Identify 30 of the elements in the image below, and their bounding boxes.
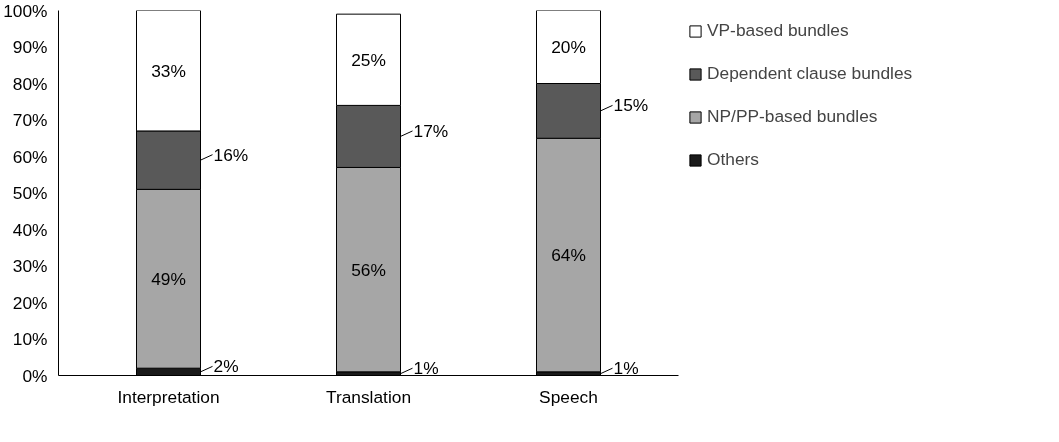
y-tick-label: 30% — [12, 256, 48, 276]
data-label: 56% — [351, 259, 386, 280]
data-label: 49% — [151, 268, 186, 289]
x-tick-label: Translation — [325, 386, 412, 407]
legend-label: Others — [707, 149, 760, 170]
y-tick-label: 10% — [12, 329, 48, 349]
data-label: 1% — [413, 358, 439, 379]
data-label: 20% — [551, 37, 586, 57]
data-label: 1% — [613, 358, 639, 379]
y-tick-label: 40% — [12, 219, 48, 240]
y-tick-label: 70% — [12, 110, 48, 130]
x-tick-label: Speech — [539, 386, 598, 407]
y-tick-label: 50% — [12, 183, 48, 203]
legend-label: Dependent clause bundles — [707, 63, 913, 84]
y-tick-label: 60% — [12, 146, 48, 167]
y-tick-label: 90% — [12, 37, 48, 57]
legend-label: NP/PP-based bundles — [707, 106, 878, 127]
data-label: 2% — [213, 356, 239, 377]
data-label: 25% — [351, 49, 386, 70]
x-tick-label: Interpretation — [117, 386, 220, 407]
y-tick-label: 100% — [3, 0, 48, 21]
data-label: 15% — [613, 95, 649, 116]
y-tick-label: 80% — [12, 73, 48, 94]
data-label: 33% — [151, 60, 186, 81]
legend-label: VP-based bundles — [707, 20, 849, 41]
y-tick-label: 0% — [22, 365, 48, 386]
data-label: 64% — [551, 245, 586, 266]
y-tick-label: 20% — [12, 292, 48, 313]
data-label: 17% — [413, 120, 449, 141]
data-label: 16% — [213, 144, 249, 165]
